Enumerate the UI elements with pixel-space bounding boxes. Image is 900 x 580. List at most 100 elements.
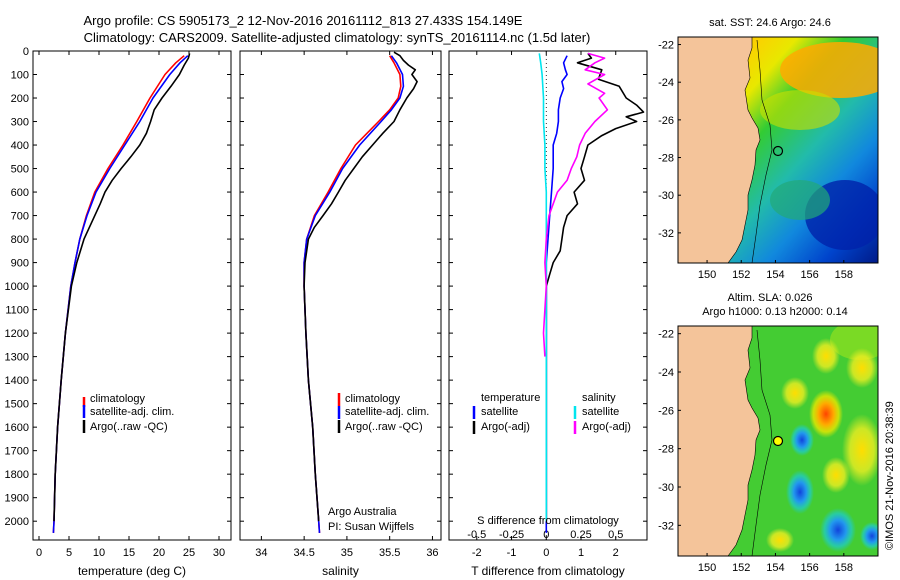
y-tick-label: 900 (11, 258, 29, 270)
x-tick-label: 35.5 (379, 547, 400, 559)
x-tick-label: 5 (66, 547, 72, 559)
series-line-argo-raw-qc (303, 51, 418, 522)
legend-label-argo: Argo(..raw -QC) (345, 421, 423, 433)
map-x-tick-label: 156 (800, 562, 818, 574)
y-tick-label: 1400 (5, 375, 29, 387)
legend-label-climatology: climatology (90, 393, 146, 405)
map-y-tick-label: -30 (658, 190, 674, 202)
y-tick-label: 200 (11, 93, 29, 105)
map-y-tick-label: -32 (658, 228, 674, 240)
annotation-pi: PI: Susan Wijffels (328, 521, 414, 533)
y-tick-label: 1200 (5, 328, 29, 340)
map-y-tick-label: -24 (658, 367, 674, 379)
y-tick-label: 100 (11, 70, 29, 82)
difference-legend: temperature satellite Argo(-adj) salinit… (472, 392, 631, 434)
y-tick-label: 1000 (5, 281, 29, 293)
y-tick-label: 1800 (5, 469, 29, 481)
y-tick-label: 800 (11, 234, 29, 246)
x-axis-label: temperature (deg C) (78, 564, 186, 578)
legend-title-salinity: salinity (582, 392, 616, 404)
x-tick-label: 0 (36, 547, 42, 559)
map-x-tick-label: 156 (800, 269, 818, 281)
s-tick-label: 0.5 (608, 529, 623, 541)
map-x-tick-label: 152 (732, 562, 750, 574)
x-tick-label: 36 (426, 547, 438, 559)
series-line-argo-raw-qc (53, 53, 191, 522)
imos-timestamp: ©IMOS 21-Nov-2016 20:38:39 (884, 401, 896, 550)
legend-label-climatology: climatology (345, 393, 401, 405)
legend-label-satellite: satellite-adj. clim. (345, 406, 429, 418)
x-tick-label: 2 (613, 547, 619, 559)
map-x-tick-label: 152 (732, 269, 750, 281)
x-tick-label: 0 (543, 547, 549, 559)
y-tick-label: 1100 (5, 305, 29, 317)
s-difference-label: S difference from climatology (477, 515, 619, 527)
x-tick-label: 35 (341, 547, 353, 559)
isobath-1000m (751, 329, 773, 556)
sst-map: sat. SST: 24.6 Argo: 24.6 150 152 154 156 15… (658, 17, 879, 281)
figure-title-line2: Climatology: CARS2009. Satellite-adjuste… (84, 30, 591, 45)
x-tick-label: 10 (93, 547, 105, 559)
map-x-tick-label: 158 (835, 269, 853, 281)
plot-frame (448, 50, 648, 541)
x-tick-label: 25 (183, 547, 195, 559)
x-tick-label: 1 (578, 547, 584, 559)
y-tick-label: 1300 (5, 352, 29, 364)
map-y-tick-label: -28 (658, 153, 674, 165)
legend-label-t-satellite: satellite (481, 406, 518, 418)
map-x-tick-label: 150 (698, 269, 716, 281)
map-x-tick-label: 158 (835, 562, 853, 574)
legend-label-t-argo: Argo(-adj) (481, 421, 530, 433)
series-line-s-satellite (538, 53, 548, 522)
s-tick-label: -0.25 (499, 529, 524, 541)
y-tick-label: 0 (23, 46, 29, 58)
map-y-tick-label: -24 (658, 77, 674, 89)
y-tick-label: 300 (11, 117, 29, 129)
isobath-1000m (751, 39, 773, 263)
x-tick-label: 34 (255, 547, 267, 559)
y-tick-label: 1700 (5, 446, 29, 458)
x-tick-label: 20 (153, 547, 165, 559)
legend-label-argo: Argo(..raw -QC) (90, 421, 168, 433)
y-tick-label: 700 (11, 211, 29, 223)
y-tick-label: 1500 (5, 399, 29, 411)
y-tick-label: 400 (11, 140, 29, 152)
y-tick-label: 500 (11, 164, 29, 176)
plot-frame (32, 50, 232, 541)
map-y-tick-label: -22 (658, 40, 674, 52)
sla-map-subtitle: Argo h1000: 0.13 h2000: 0.14 (702, 306, 848, 318)
legend-label-s-argo: Argo(-adj) (582, 421, 631, 433)
map-y-tick-label: -26 (658, 405, 674, 417)
x-tick-label: -2 (472, 547, 482, 559)
s-tick-label: 0.25 (570, 529, 591, 541)
x-axis-label: salinity (322, 564, 359, 578)
map-y-tick-label: -32 (658, 520, 674, 532)
temperature-panel: 0 5 10 15 20 25 300100200300400500600700800900… (5, 46, 232, 578)
temperature-legend: climatology satellite-adj. clim. Argo(..… (82, 393, 174, 433)
salinity-panel: 34 34.5 35 35.5 36 salinity (239, 50, 442, 578)
x-tick-label: 15 (123, 547, 135, 559)
map-x-tick-label: 154 (766, 269, 784, 281)
y-tick-label: 1600 (5, 422, 29, 434)
land-mass (678, 37, 761, 263)
sst-map-title: sat. SST: 24.6 Argo: 24.6 (709, 17, 831, 29)
y-tick-label: 600 (11, 187, 29, 199)
y-tick-label: 2000 (5, 516, 29, 528)
sla-map-title: Altim. SLA: 0.026 (728, 292, 813, 304)
s-tick-label: -0.5 (467, 529, 486, 541)
legend-title-temperature: temperature (481, 392, 540, 404)
figure-title-line1: Argo profile: CS 5905173_2 12-Nov-2016 2… (84, 13, 523, 28)
float-position-marker (772, 435, 784, 447)
x-tick-label: -1 (507, 547, 517, 559)
legend-label-satellite: satellite-adj. clim. (90, 406, 174, 418)
plot-frame (239, 50, 442, 541)
x-tick-label: 34.5 (293, 547, 314, 559)
y-tick-label: 1900 (5, 493, 29, 505)
map-x-tick-label: 154 (766, 562, 784, 574)
x-tick-label: 30 (213, 547, 225, 559)
salinity-legend: climatology satellite-adj. clim. Argo(..… (337, 393, 429, 433)
sla-map: Altim. SLA: 0.026 Argo h1000: 0.13 h2000… (658, 292, 879, 574)
x-axis-label: T difference from climatology (471, 564, 625, 578)
